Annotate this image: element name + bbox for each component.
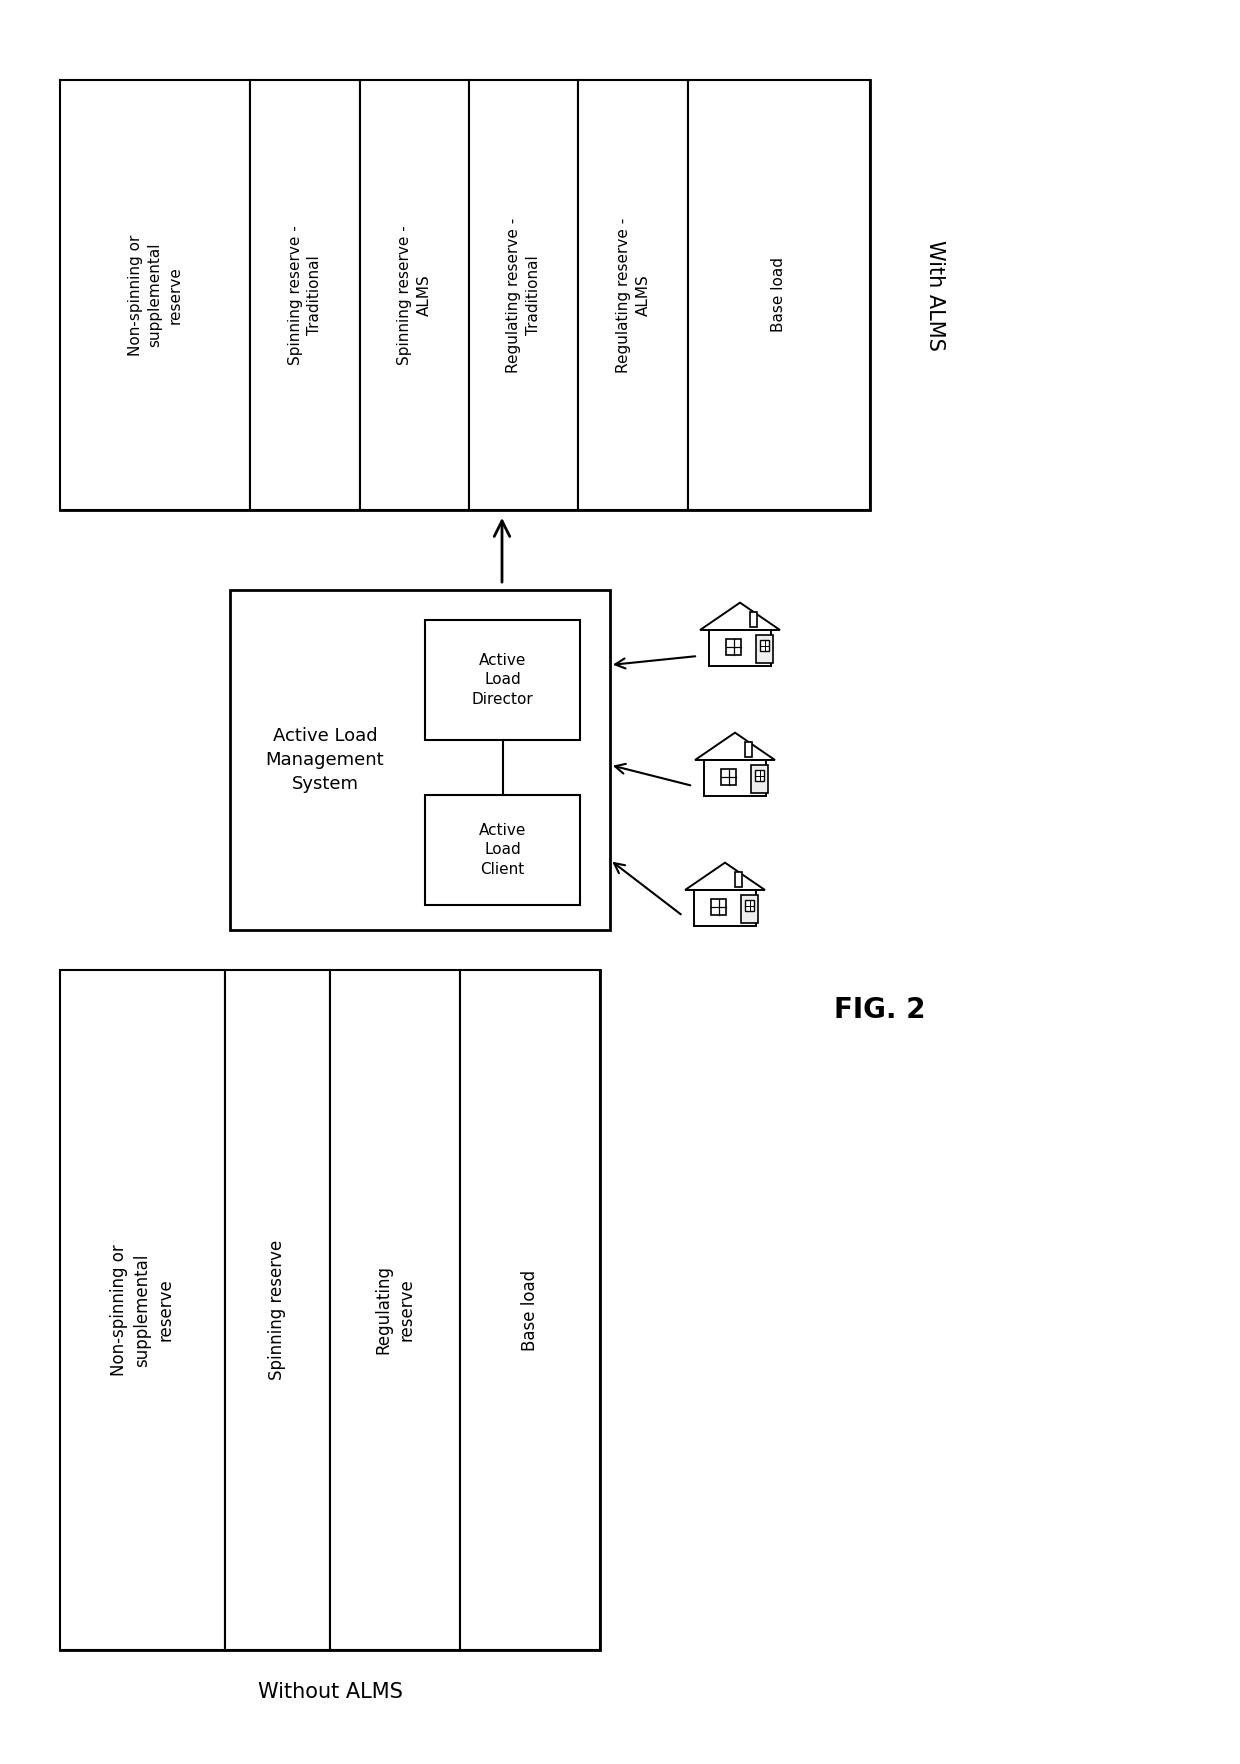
Bar xyxy=(742,896,758,923)
Bar xyxy=(711,900,727,916)
Bar xyxy=(460,970,600,1649)
Bar xyxy=(735,871,742,887)
Bar xyxy=(360,79,469,510)
Text: Non-spinning or
supplemental
reserve: Non-spinning or supplemental reserve xyxy=(128,235,182,356)
Bar xyxy=(60,970,224,1649)
Text: FIG. 2: FIG. 2 xyxy=(835,997,926,1023)
Bar xyxy=(688,79,870,510)
Text: With ALMS: With ALMS xyxy=(925,240,945,351)
Bar xyxy=(425,796,580,905)
Text: Regulating
reserve: Regulating reserve xyxy=(374,1265,415,1355)
Bar xyxy=(704,760,765,796)
Text: Regulating reserve -
Traditional: Regulating reserve - Traditional xyxy=(506,217,541,372)
Text: Spinning reserve: Spinning reserve xyxy=(268,1240,286,1379)
Bar xyxy=(224,970,330,1649)
Bar xyxy=(709,630,770,667)
Bar xyxy=(756,635,774,663)
Bar xyxy=(750,612,756,626)
Bar xyxy=(330,970,460,1649)
Bar xyxy=(745,743,751,757)
Text: Regulating reserve -
ALMS: Regulating reserve - ALMS xyxy=(616,217,651,372)
Bar xyxy=(694,891,755,926)
Bar xyxy=(751,766,769,792)
Text: Active
Load
Director: Active Load Director xyxy=(471,653,533,707)
Bar xyxy=(725,639,742,654)
Bar xyxy=(60,970,600,1649)
Text: Non-spinning or
supplemental
reserve: Non-spinning or supplemental reserve xyxy=(110,1244,175,1376)
Text: Base load: Base load xyxy=(771,258,786,332)
Bar xyxy=(755,771,764,781)
Bar xyxy=(578,79,688,510)
Text: Without ALMS: Without ALMS xyxy=(258,1683,403,1702)
Bar xyxy=(250,79,360,510)
Bar xyxy=(469,79,578,510)
Bar xyxy=(229,589,610,930)
Bar xyxy=(60,79,870,510)
Bar xyxy=(425,619,580,741)
Bar xyxy=(760,640,769,651)
Text: Spinning reserve -
ALMS: Spinning reserve - ALMS xyxy=(397,226,432,365)
Text: Active Load
Management
System: Active Load Management System xyxy=(265,727,384,792)
Text: Base load: Base load xyxy=(521,1270,539,1351)
Bar xyxy=(745,900,754,912)
Bar xyxy=(720,769,737,785)
Bar xyxy=(60,79,250,510)
Text: Active
Load
Client: Active Load Client xyxy=(479,822,526,877)
Text: Spinning reserve -
Traditional: Spinning reserve - Traditional xyxy=(288,226,322,365)
